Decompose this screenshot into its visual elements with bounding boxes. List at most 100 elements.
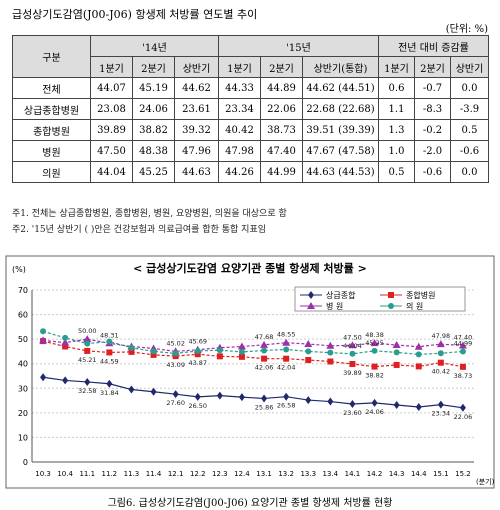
marker (349, 400, 356, 409)
header-cell: 구분 (12, 35, 91, 78)
table-cell: 44.26 (218, 161, 261, 183)
table-cell: 23.08 (90, 98, 133, 120)
marker (388, 292, 394, 298)
data-label: 26.58 (277, 402, 296, 410)
table-cell: 47.67 (47.58) (302, 140, 379, 162)
table-cell: 상급종합병원 (12, 98, 91, 120)
marker (436, 340, 445, 348)
data-label: 38.73 (454, 372, 473, 380)
legend-label: 병 원 (326, 302, 343, 311)
table-cell: 38.82 (132, 119, 175, 141)
data-label: 44.99 (454, 339, 473, 347)
table-cell: 45.19 (132, 77, 175, 99)
y-tick-label: 60 (18, 311, 28, 320)
table-cell: -0.6 (450, 140, 489, 162)
x-tick-label: 12.2 (190, 470, 206, 478)
legend-label: 상급종합 (326, 290, 356, 300)
chart-title: < 급성상기도감염 요양기관 종별 항생제 처방률 > (133, 261, 367, 275)
data-label: 45.21 (78, 356, 97, 364)
marker (371, 347, 378, 354)
x-tick-label: 10.3 (35, 470, 51, 478)
x-tick-label: 11.3 (124, 470, 140, 478)
marker (128, 348, 135, 355)
marker (150, 348, 157, 355)
header-cell: 2분기 (260, 56, 303, 78)
table-cell: 39.32 (174, 119, 219, 141)
table-cell: 22.06 (260, 98, 303, 120)
marker (128, 385, 135, 394)
marker (392, 341, 401, 349)
marker (39, 336, 48, 344)
table-row: 병원 47.50 48.38 47.96 47.98 47.40 47.67 (47.58)… (12, 140, 489, 162)
series-line (42, 376, 464, 409)
y-tick-label: 10 (18, 433, 28, 442)
header-cell: '15년 (218, 35, 379, 57)
marker (238, 348, 245, 355)
marker (349, 360, 356, 367)
header-cell: 2분기 (414, 56, 451, 78)
marker (459, 348, 466, 355)
x-tick-label: 14.2 (367, 470, 383, 478)
x-tick-label: 13.3 (300, 470, 316, 478)
x-tick-label: 14.4 (411, 470, 427, 478)
data-label: 43.87 (188, 359, 207, 367)
table-cell: 1.0 (378, 140, 415, 162)
table-cell: 44.62 (44.51) (302, 77, 379, 99)
marker (150, 387, 157, 396)
data-label: 45.25 (365, 339, 384, 347)
marker (216, 353, 223, 360)
marker (437, 359, 444, 366)
x-tick-label: 12.1 (168, 470, 184, 478)
legend-label: 종합병원 (406, 291, 435, 300)
chart: < 급성상기도감염 요양기관 종별 항생제 처방률 > (%) (분기) 0 10… (5, 255, 495, 489)
marker (388, 303, 394, 309)
marker (216, 347, 223, 354)
y-tick-label: 20 (18, 409, 28, 418)
table-cell: 44.63 (174, 161, 219, 183)
marker (128, 344, 135, 351)
data-label: 23.34 (432, 410, 451, 418)
table-row: 의원 44.04 45.25 44.63 44.26 44.99 44.63 (44.53)… (12, 161, 489, 183)
table-cell: 44.04 (90, 161, 133, 183)
data-label: 42.06 (255, 364, 274, 372)
marker (415, 351, 422, 358)
marker (349, 350, 356, 357)
table-cell: 47.40 (260, 140, 303, 162)
data-label: 31.84 (100, 389, 119, 397)
marker (327, 358, 334, 365)
data-label: 43.09 (166, 361, 185, 369)
data-label: 47.68 (255, 333, 274, 341)
table: 구분 '14년 '15년 전년 대비 증감률 1분기 2분기 상반기 1분기 2분기 상반기(통합… (12, 35, 489, 183)
marker (437, 400, 444, 409)
marker (261, 394, 268, 403)
marker (305, 396, 312, 405)
marker (237, 342, 246, 350)
table-cell: -0.7 (414, 77, 451, 99)
table-cell: -0.2 (414, 119, 451, 141)
marker (150, 351, 157, 358)
y-tick-label: 40 (18, 360, 28, 369)
table-cell: 0.0 (450, 77, 489, 99)
data-label: 24.06 (365, 408, 384, 416)
series-line (42, 330, 463, 355)
doc-title: 급성상기도감염(J00-J06) 항생제 처방률 연도별 추이 (12, 8, 258, 21)
series-line (42, 340, 464, 368)
marker (172, 390, 179, 399)
marker (414, 342, 423, 350)
y-tick-label: 30 (18, 384, 28, 393)
x-tick-label: 15.2 (455, 470, 471, 478)
x-tick-label: 13.1 (256, 470, 272, 478)
marker (415, 402, 422, 411)
y-tick-label: 70 (18, 286, 28, 295)
table-cell: 0.0 (450, 161, 489, 183)
header-cell: 1분기 (218, 56, 261, 78)
marker (106, 379, 113, 388)
data-label: 47.40 (454, 334, 473, 342)
marker (283, 392, 290, 401)
header-cell: 2분기 (132, 56, 175, 78)
table-cell: 24.06 (132, 98, 175, 120)
table-cell: 48.38 (132, 140, 175, 162)
x-tick-label: 10.4 (57, 470, 73, 478)
table-cell: 40.42 (218, 119, 261, 141)
table-cell: 0.5 (378, 161, 415, 183)
